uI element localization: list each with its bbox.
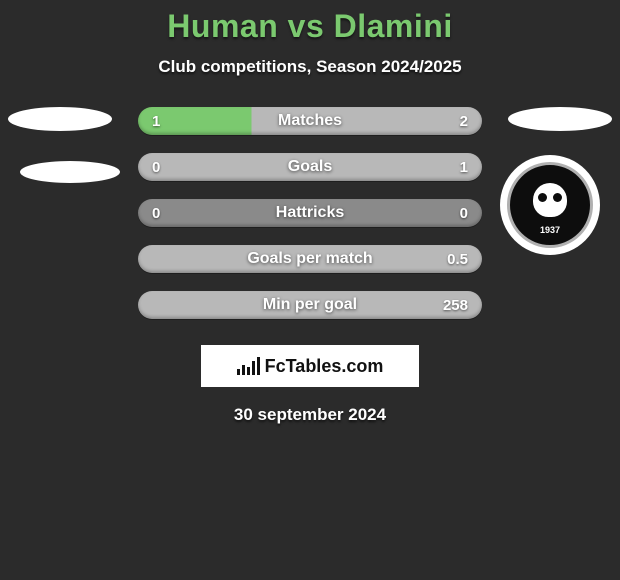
page-title: Human vs Dlamini bbox=[0, 8, 620, 45]
stat-label: Matches bbox=[278, 112, 342, 130]
chart-icon bbox=[237, 357, 261, 375]
stat-left-value: 0 bbox=[152, 159, 182, 176]
comparison-card: Human vs Dlamini Club competitions, Seas… bbox=[0, 0, 620, 425]
subtitle: Club competitions, Season 2024/2025 bbox=[0, 57, 620, 77]
stats-area: 1937 1 Matches 2 0 Goals 1 0 Hattricks 0 Goals pe… bbox=[0, 107, 620, 319]
team-left-placeholder bbox=[8, 107, 112, 131]
stat-right-value: 0 bbox=[438, 205, 468, 222]
stat-right-value: 1 bbox=[438, 159, 468, 176]
skull-icon bbox=[533, 183, 567, 217]
stat-label: Min per goal bbox=[263, 296, 357, 314]
stat-row: Min per goal 258 bbox=[138, 291, 482, 319]
stat-label: Goals per match bbox=[247, 250, 372, 268]
stat-right-value: 258 bbox=[438, 297, 468, 314]
team-right-placeholder bbox=[508, 107, 612, 131]
stat-label: Goals bbox=[288, 158, 332, 176]
badge-inner: 1937 bbox=[507, 162, 593, 248]
team-right-badge: 1937 bbox=[500, 155, 600, 255]
badge-year: 1937 bbox=[510, 225, 590, 235]
stat-row: 0 Goals 1 bbox=[138, 153, 482, 181]
stat-row: 0 Hattricks 0 bbox=[138, 199, 482, 227]
team-left-placeholder-2 bbox=[20, 161, 120, 183]
stat-label: Hattricks bbox=[276, 204, 344, 222]
stat-right-value: 2 bbox=[438, 113, 468, 130]
stat-right-value: 0.5 bbox=[438, 251, 468, 268]
stat-left-value: 0 bbox=[152, 205, 182, 222]
stat-rows: 1 Matches 2 0 Goals 1 0 Hattricks 0 Goals per mat… bbox=[138, 107, 482, 319]
date-line: 30 september 2024 bbox=[0, 405, 620, 425]
brand-text: FcTables.com bbox=[265, 356, 384, 377]
stat-row: Goals per match 0.5 bbox=[138, 245, 482, 273]
stat-row: 1 Matches 2 bbox=[138, 107, 482, 135]
brand-box[interactable]: FcTables.com bbox=[201, 345, 419, 387]
stat-left-value: 1 bbox=[152, 113, 182, 130]
